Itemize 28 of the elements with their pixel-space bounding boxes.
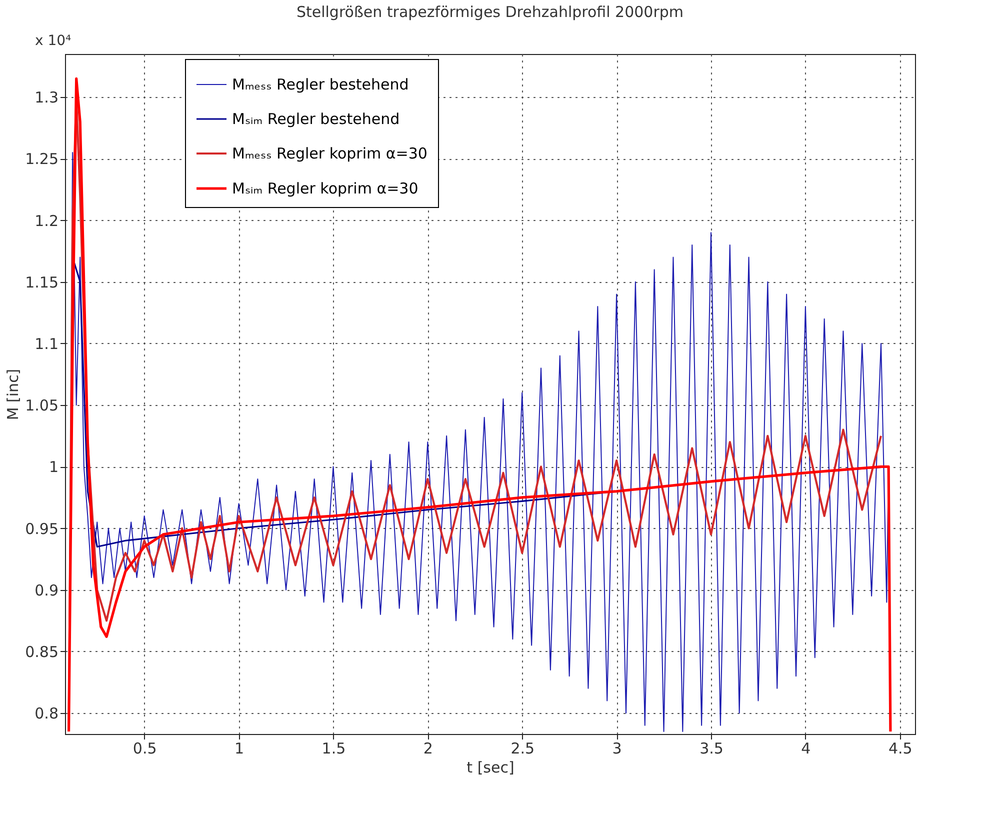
y-tick-label: 1.1 [34, 334, 58, 353]
x-tick-label: 3.5 [700, 740, 724, 758]
y-tick-label: 0.85 [25, 642, 58, 661]
y-tick-label: 1.3 [34, 88, 58, 107]
x-tick-label: 1 [234, 740, 244, 758]
y-tick-label: 1.05 [25, 396, 58, 415]
legend-label: Mₛᵢₘ Regler koprim α=30 [232, 180, 418, 198]
y-tick-label: 0.9 [34, 581, 58, 600]
chart-title: Stellgrößen trapezförmiges Drehzahlprofil 2000rpm [296, 3, 684, 21]
x-axis-title: t [sec] [466, 758, 514, 776]
x-tick-label: 4.5 [888, 740, 912, 758]
y-tick-label: 0.95 [25, 520, 58, 538]
y-tick-label: 1.25 [25, 150, 58, 168]
y-tick-label: 1.15 [25, 273, 58, 292]
x-tick-label: 2 [423, 740, 433, 758]
y-axis-title: M [inc] [4, 368, 22, 420]
y-tick-label: 1 [48, 458, 58, 476]
x-tick-label: 0.5 [132, 740, 157, 758]
x-tick-label: 1.5 [322, 740, 346, 758]
y-tick-label: 1.2 [34, 212, 58, 230]
text: x 10⁴ [35, 33, 72, 49]
legend-label: Mₘₑₛₛ Regler bestehend [232, 76, 409, 94]
x-tick-label: 2.5 [510, 740, 535, 758]
y-tick-label: 0.8 [34, 704, 58, 723]
legend-label: Mₘₑₛₛ Regler koprim α=30 [232, 144, 428, 162]
x-tick-label: 4 [801, 740, 811, 758]
legend-label: Mₛᵢₘ Regler bestehend [232, 110, 400, 128]
x-tick-label: 3 [612, 740, 622, 758]
